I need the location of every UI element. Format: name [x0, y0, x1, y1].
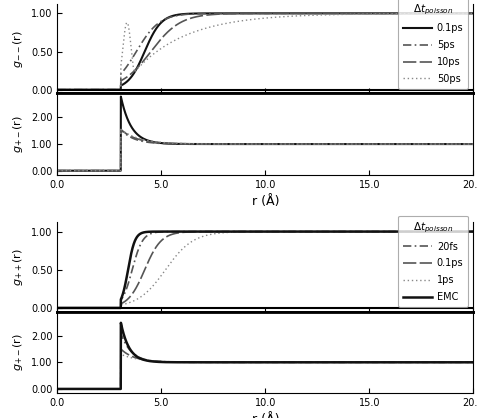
Y-axis label: $g_{--}$(r): $g_{--}$(r) — [11, 30, 25, 68]
Y-axis label: $g_{+-}$(r): $g_{+-}$(r) — [11, 334, 25, 371]
Legend: 20fs, 0.1ps, 1ps, EMC: 20fs, 0.1ps, 1ps, EMC — [398, 216, 468, 307]
Y-axis label: $g_{+-}$(r): $g_{+-}$(r) — [11, 115, 25, 153]
X-axis label: r (Å): r (Å) — [251, 195, 279, 208]
Y-axis label: $g_{++}$(r): $g_{++}$(r) — [11, 248, 25, 286]
Legend: 0.1ps, 5ps, 10ps, 50ps: 0.1ps, 5ps, 10ps, 50ps — [398, 0, 468, 89]
X-axis label: r (Å): r (Å) — [251, 413, 279, 418]
